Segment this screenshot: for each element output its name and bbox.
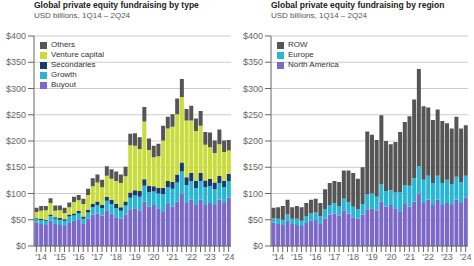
- svg-text:'15: '15: [291, 252, 303, 262]
- svg-text:$250: $250: [8, 110, 26, 120]
- svg-text:'18: '18: [347, 252, 359, 262]
- svg-text:'19: '19: [366, 252, 378, 262]
- svg-text:$0: $0: [16, 241, 26, 251]
- svg-text:'24: '24: [460, 252, 466, 262]
- svg-text:$300: $300: [8, 84, 26, 94]
- svg-text:$250: $250: [243, 110, 263, 120]
- svg-text:$150: $150: [8, 162, 26, 172]
- html-text:North America: North America: [288, 60, 339, 69]
- html-text:Buyout: Buyout: [51, 80, 76, 89]
- svg-text:'23: '23: [204, 252, 216, 262]
- svg-text:$100: $100: [8, 189, 26, 199]
- html-text:Growth: Growth: [51, 70, 77, 79]
- svg-text:$200: $200: [243, 136, 263, 146]
- svg-text:$350: $350: [8, 57, 26, 67]
- svg-text:'15: '15: [54, 252, 66, 262]
- svg-text:'21: '21: [167, 252, 179, 262]
- html-text:Global private equity fundrais: Global private equity fundraising by typ…: [34, 0, 199, 10]
- svg-text:$100: $100: [243, 189, 263, 199]
- svg-text:'14: '14: [35, 252, 47, 262]
- svg-text:'20: '20: [385, 252, 397, 262]
- svg-text:$400: $400: [8, 31, 26, 41]
- svg-text:'21: '21: [404, 252, 416, 262]
- svg-text:'22: '22: [422, 252, 434, 262]
- html-text:Others: Others: [51, 40, 75, 49]
- svg-text:'24: '24: [223, 252, 235, 262]
- html-text:Global private equity fundrais: Global private equity fundraising by reg…: [271, 0, 445, 10]
- svg-text:$150: $150: [243, 162, 263, 172]
- html-text:ROW: ROW: [288, 40, 308, 49]
- svg-text:$400: $400: [243, 31, 263, 41]
- svg-text:$50: $50: [11, 215, 26, 225]
- svg-text:'14: '14: [272, 252, 284, 262]
- svg-text:'16: '16: [73, 252, 85, 262]
- svg-text:$350: $350: [243, 57, 263, 67]
- html-text:Europe: Europe: [288, 50, 314, 59]
- svg-text:'16: '16: [310, 252, 322, 262]
- svg-text:'23: '23: [441, 252, 453, 262]
- html-text:USD billions, 1Q14 – 2Q24: USD billions, 1Q14 – 2Q24: [271, 11, 368, 20]
- svg-text:$0: $0: [253, 241, 263, 251]
- svg-text:'17: '17: [91, 252, 103, 262]
- svg-text:'22: '22: [185, 252, 197, 262]
- svg-text:'17: '17: [328, 252, 340, 262]
- svg-text:$300: $300: [243, 84, 263, 94]
- html-text:Venture capital: Venture capital: [51, 50, 104, 59]
- html-text:Secondaries: Secondaries: [51, 60, 96, 69]
- svg-text:'19: '19: [129, 252, 141, 262]
- html-text:USD billions, 1Q14 – 2Q24: USD billions, 1Q14 – 2Q24: [34, 11, 131, 20]
- svg-text:$200: $200: [8, 136, 26, 146]
- svg-text:$50: $50: [248, 215, 263, 225]
- svg-text:'18: '18: [110, 252, 122, 262]
- svg-text:'20: '20: [148, 252, 160, 262]
